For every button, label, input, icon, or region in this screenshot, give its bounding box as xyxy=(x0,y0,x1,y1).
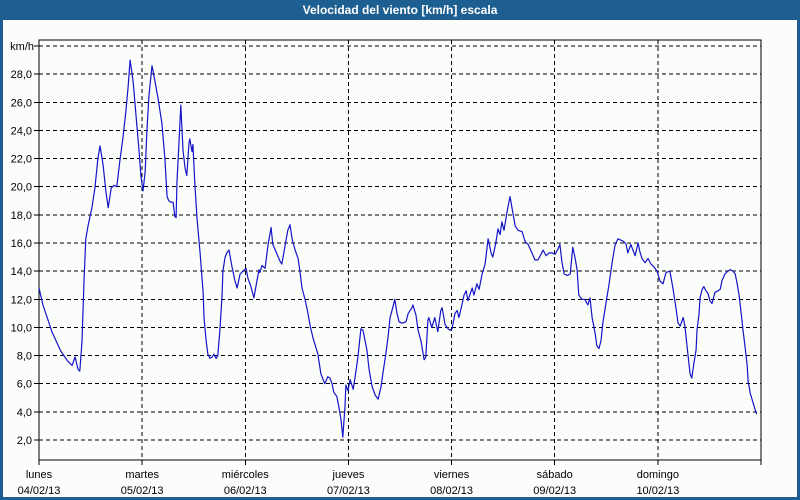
y-tick-label: 12,0 xyxy=(11,294,32,306)
x-day-label: viernes xyxy=(434,469,470,481)
x-day-label: miércoles xyxy=(222,469,270,481)
x-date-label: 10/02/13 xyxy=(636,485,679,497)
chart-title: Velocidad del viento [km/h] escala xyxy=(302,3,498,17)
y-tick-label: 4,0 xyxy=(17,407,32,419)
y-tick-label: 16,0 xyxy=(11,238,32,250)
x-date-label: 09/02/13 xyxy=(533,485,576,497)
plot-border xyxy=(38,39,762,461)
y-tick-label: 28,0 xyxy=(11,69,32,81)
y-tick-label: 26,0 xyxy=(11,97,32,109)
title-bar: Velocidad del viento [km/h] escala xyxy=(0,0,800,20)
x-day-label: jueves xyxy=(332,469,365,481)
y-tick-label: 10,0 xyxy=(11,322,32,334)
x-date-label: 07/02/13 xyxy=(327,485,370,497)
y-tick-label: 14,0 xyxy=(11,266,32,278)
x-day-label: martes xyxy=(125,469,159,481)
wind-speed-chart: 2,0 4,0 6,0 8,0 10,0 12,0 14,0 16,0 18,0 20,0 22,0… xyxy=(10,39,762,497)
x-day-label: domingo xyxy=(637,469,679,481)
y-tick-label: 22,0 xyxy=(11,154,32,166)
chart-container: 2,0 4,0 6,0 8,0 10,0 12,0 14,0 16,0 18,0 20,0 22,0… xyxy=(3,20,797,497)
y-tick-label: 8,0 xyxy=(17,351,32,363)
y-tick-label: 20,0 xyxy=(11,182,32,194)
x-date-label: 08/02/13 xyxy=(430,485,473,497)
x-date-label: 06/02/13 xyxy=(224,485,267,497)
x-date-label: 04/02/13 xyxy=(18,485,61,497)
y-tick-label: 2,0 xyxy=(17,435,32,447)
x-day-label: lunes xyxy=(26,469,53,481)
x-day-label: sábado xyxy=(537,469,573,481)
y-axis-unit-label: km/h xyxy=(10,41,34,53)
y-tick-label: 6,0 xyxy=(17,379,32,391)
y-tick-label: 24,0 xyxy=(11,125,32,137)
y-tick-label: 18,0 xyxy=(11,210,32,222)
wind-speed-line xyxy=(38,59,758,438)
x-date-label: 05/02/13 xyxy=(121,485,164,497)
